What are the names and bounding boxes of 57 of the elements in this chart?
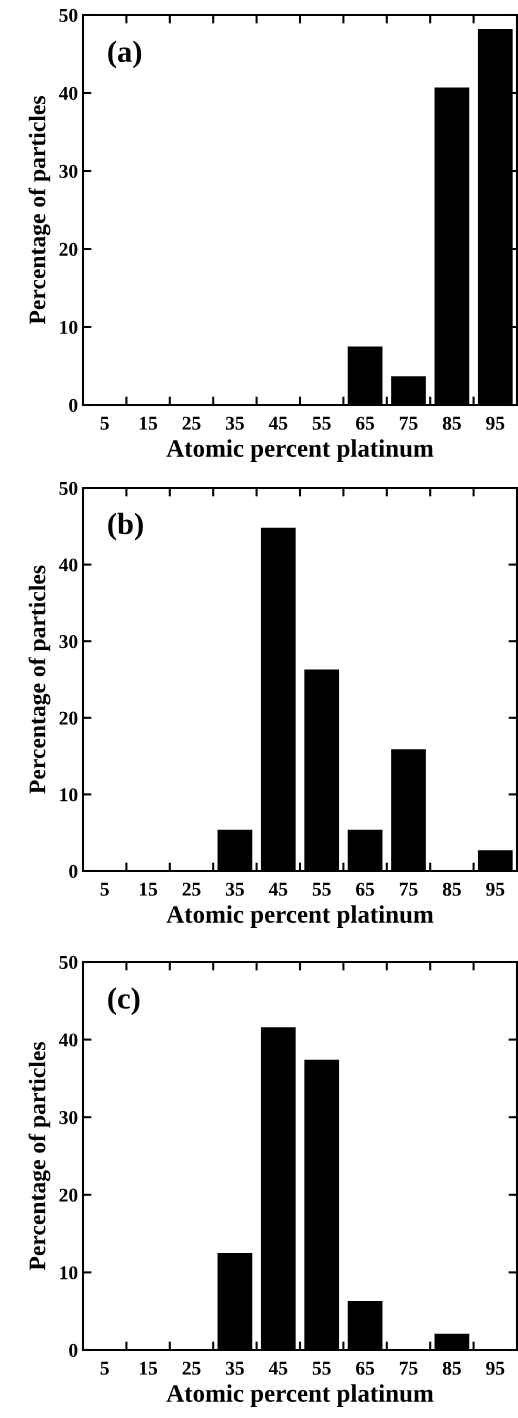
x-tick-label: 5 bbox=[100, 416, 109, 430]
x-tick-label: 95 bbox=[486, 882, 505, 896]
y-tick-label: 50 bbox=[59, 481, 78, 495]
y-tick-label: 30 bbox=[59, 1111, 78, 1125]
x-tick-label: 55 bbox=[312, 1361, 331, 1375]
y-tick-label: 50 bbox=[59, 8, 78, 22]
y-axis-title: Percentage of particles bbox=[28, 1042, 51, 1271]
x-tick-label: 5 bbox=[100, 1361, 109, 1375]
x-tick-label: 25 bbox=[182, 1361, 201, 1375]
x-tick-label: 55 bbox=[312, 416, 331, 430]
x-tick-label: 55 bbox=[312, 882, 331, 896]
x-tick-label: 75 bbox=[399, 1361, 418, 1375]
y-tick-label: 0 bbox=[69, 398, 78, 412]
x-tick-label: 85 bbox=[442, 416, 461, 430]
x-tick-label: 95 bbox=[486, 416, 505, 430]
x-tick-label: 25 bbox=[182, 416, 201, 430]
y-tick-label: 50 bbox=[59, 955, 78, 969]
x-axis-title: Atomic percent platinum bbox=[166, 905, 434, 928]
x-tick-label: 15 bbox=[139, 416, 158, 430]
x-tick-label: 45 bbox=[268, 882, 288, 896]
y-tick-label: 40 bbox=[58, 86, 78, 100]
x-tick-label: 35 bbox=[225, 416, 244, 430]
x-tick-label: 65 bbox=[356, 882, 375, 896]
x-tick-label: 15 bbox=[139, 1361, 158, 1375]
y-tick-label: 20 bbox=[59, 1188, 78, 1202]
x-tick-label: 25 bbox=[182, 882, 201, 896]
x-axis-title: Atomic percent platinum bbox=[166, 1384, 434, 1407]
y-tick-label: 40 bbox=[58, 558, 78, 572]
y-tick-label: 30 bbox=[59, 164, 78, 178]
y-tick-label: 10 bbox=[60, 320, 78, 334]
x-tick-label: 5 bbox=[100, 882, 109, 896]
x-tick-label: 45 bbox=[268, 1361, 288, 1375]
y-tick-label: 10 bbox=[60, 1266, 78, 1280]
x-axis-title: Atomic percent platinum bbox=[166, 439, 434, 462]
annotation: (a) bbox=[108, 40, 142, 69]
annotation: (c) bbox=[108, 987, 140, 1016]
x-tick-label: 15 bbox=[139, 882, 158, 896]
annotation: (b) bbox=[108, 512, 143, 541]
x-tick-label: 85 bbox=[442, 1361, 461, 1375]
x-tick-label: 65 bbox=[356, 1361, 375, 1375]
x-tick-label: 85 bbox=[442, 882, 461, 896]
y-tick-label: 0 bbox=[69, 1343, 78, 1357]
x-tick-label: 35 bbox=[225, 1361, 244, 1375]
x-tick-label: 35 bbox=[225, 882, 244, 896]
y-axis-title: Percentage of particles bbox=[28, 96, 51, 325]
y-tick-label: 10 bbox=[60, 788, 78, 802]
x-tick-label: 75 bbox=[399, 882, 418, 896]
x-tick-label: 45 bbox=[268, 416, 288, 430]
y-tick-label: 30 bbox=[59, 635, 78, 649]
y-tick-label: 0 bbox=[69, 864, 78, 878]
x-tick-label: 65 bbox=[356, 416, 375, 430]
y-tick-label: 20 bbox=[59, 711, 78, 725]
x-tick-label: 75 bbox=[399, 416, 418, 430]
y-tick-label: 20 bbox=[59, 242, 78, 256]
x-tick-label: 95 bbox=[486, 1361, 505, 1375]
y-axis-title: Percentage of particles bbox=[28, 565, 51, 794]
y-tick-label: 40 bbox=[58, 1033, 78, 1047]
